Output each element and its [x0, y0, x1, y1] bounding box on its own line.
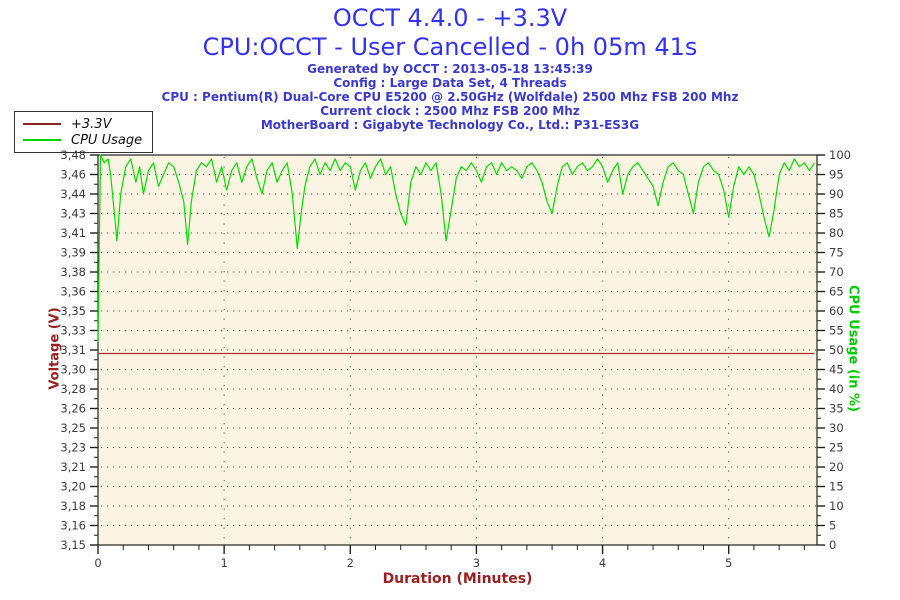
legend-line-swatch: [23, 123, 61, 125]
system-info-line: Generated by OCCT : 2013-05-18 13:45:39: [307, 62, 593, 76]
legend-line-swatch: [23, 139, 61, 141]
y-left-tick-label: 3,31: [60, 343, 86, 357]
y-left-tick-label: 3,28: [60, 382, 86, 396]
cpu-usage-line: [97, 154, 816, 343]
y-right-tick-label: 60: [829, 304, 844, 318]
legend-entry: CPU Usage: [23, 132, 142, 148]
x-axis-title: Duration (Minutes): [382, 571, 533, 587]
y-axis-title-left: Voltage (V): [47, 307, 63, 390]
x-tick-label: 0: [94, 556, 101, 570]
y-left-tick-label: 3,44: [60, 187, 86, 201]
x-tick-label: 5: [725, 556, 732, 570]
chart-header: OCCT 4.4.0 - +3.3V CPU:OCCT - User Cance…: [0, 4, 900, 132]
y-right-tick-label: 80: [829, 226, 844, 240]
y-left-tick-label: 3,33: [60, 324, 86, 338]
y-right-tick-label: 45: [829, 363, 844, 377]
legend-entry: +3.3V: [23, 116, 142, 132]
legend-label: +3.3V: [71, 116, 112, 132]
y-left-tick-label: 3,25: [60, 421, 86, 435]
y-right-tick-label: 100: [829, 148, 851, 162]
y-right-tick-label: 35: [829, 402, 844, 416]
y-right-tick-label: 40: [829, 382, 844, 396]
x-tick-label: 4: [599, 556, 606, 570]
y-left-tick-label: 3,35: [60, 304, 86, 318]
y-right-tick-label: 85: [829, 207, 844, 221]
x-tick-label: 2: [347, 556, 354, 570]
legend-box: +3.3V CPU Usage: [14, 111, 154, 153]
y-left-tick-label: 3,16: [60, 519, 86, 533]
y-left-tick-label: 3,46: [60, 168, 86, 182]
y-right-tick-label: 30: [829, 421, 844, 435]
y-left-tick-label: 3,43: [60, 207, 86, 221]
y-axis-title-right: CPU Usage (in %): [845, 284, 861, 412]
y-left-tick-label: 3,36: [60, 285, 86, 299]
y-right-tick-label: 65: [829, 285, 844, 299]
x-tick-label: 3: [473, 556, 480, 570]
y-left-tick-label: 3,21: [60, 460, 86, 474]
y-left-tick-label: 3,23: [60, 441, 86, 455]
y-left-tick-label: 3,41: [60, 226, 86, 240]
system-info-line: CPU : Pentium(R) Dual-Core CPU E5200 @ 2…: [161, 90, 739, 104]
x-tick-label: 1: [220, 556, 227, 570]
y-right-tick-label: 20: [829, 460, 844, 474]
system-info-line: Current clock : 2500 Mhz FSB 200 Mhz: [320, 104, 580, 118]
y-left-tick-label: 3,26: [60, 402, 86, 416]
y-right-tick-label: 10: [829, 499, 844, 513]
system-info-line: Config : Large Data Set, 4 Threads: [333, 76, 567, 90]
y-left-tick-label: 3,30: [60, 363, 86, 377]
y-right-tick-label: 70: [829, 265, 844, 279]
y-right-tick-label: 50: [829, 343, 844, 357]
legend-label: CPU Usage: [71, 132, 143, 148]
y-left-tick-label: 3,15: [60, 538, 86, 552]
y-left-tick-label: 3,20: [60, 480, 86, 494]
y-right-tick-label: 0: [829, 538, 836, 552]
y-right-tick-label: 90: [829, 187, 844, 201]
chart-title: OCCT 4.4.0 - +3.3V: [332, 4, 568, 32]
chart-subtitle: CPU:OCCT - User Cancelled - 0h 05m 41s: [202, 33, 698, 61]
y-right-tick-label: 75: [829, 246, 844, 260]
y-right-tick-label: 15: [829, 480, 844, 494]
y-right-tick-label: 95: [829, 168, 844, 182]
y-right-tick-label: 25: [829, 441, 844, 455]
y-left-tick-label: 3,18: [60, 499, 86, 513]
y-left-tick-label: 3,48: [60, 148, 86, 162]
plot-background: [98, 155, 817, 545]
system-info-line: MotherBoard : Gigabyte Technology Co., L…: [260, 118, 640, 132]
y-right-tick-label: 5: [829, 519, 836, 533]
y-left-tick-label: 3,39: [60, 246, 86, 260]
y-left-tick-label: 3,38: [60, 265, 86, 279]
system-info-block: Generated by OCCT : 2013-05-18 13:45:39 C…: [0, 62, 900, 132]
y-right-tick-label: 55: [829, 324, 844, 338]
